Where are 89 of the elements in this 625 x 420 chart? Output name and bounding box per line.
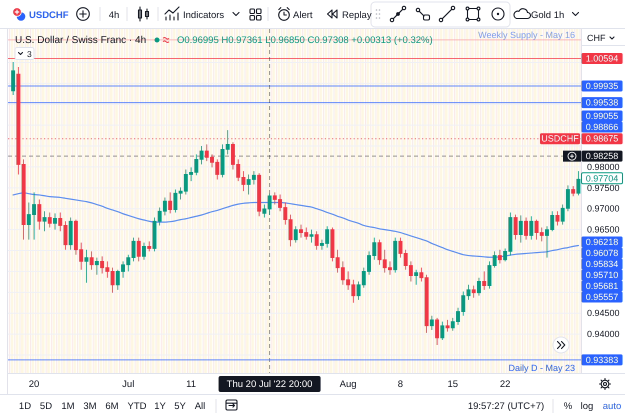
- text: 0.95681: [586, 281, 618, 291]
- candlestick: [142, 242, 146, 260]
- text: USDCHF: [29, 10, 69, 20]
- candlestick: [294, 226, 298, 243]
- text: 0.98866: [586, 122, 618, 132]
- candlestick: [53, 212, 57, 230]
- text: CHF: [587, 33, 606, 43]
- candlestick: [440, 321, 444, 340]
- ref-line-label: 0.93383: [586, 354, 618, 365]
- candlestick: [472, 285, 476, 298]
- candlestick: [529, 216, 534, 240]
- candlestick: [555, 210, 560, 226]
- ref-line-label: 0.98258: [586, 151, 618, 162]
- y-tick-label: 0.97500: [587, 182, 620, 193]
- text: 1Y: [154, 400, 166, 412]
- x-tick-label: 11: [186, 378, 196, 390]
- text: 19:57:27 (UTC+7): [468, 400, 544, 412]
- text: 3M: [83, 400, 97, 412]
- candlestick: [430, 315, 434, 330]
- x-tick-label: 20: [28, 378, 40, 390]
- x-tick-label: 22: [500, 378, 510, 390]
- candlestick: [257, 172, 262, 217]
- candlestick: [435, 317, 440, 346]
- candlestick: [414, 269, 418, 286]
- annotation: Daily D - May 23: [508, 362, 575, 373]
- text: 5D: [40, 400, 52, 412]
- annotation: Weekly Supply - May 16: [478, 30, 575, 40]
- text: 0.95834: [586, 259, 618, 269]
- text: O0.96995 H0.97361 L0.96850 C0.97308 +0.00313 (+0.32%): [177, 34, 433, 46]
- candlestick: [524, 217, 528, 240]
- candlestick: [147, 240, 152, 252]
- candlestick: [482, 271, 486, 290]
- text: 0.96218: [586, 237, 618, 247]
- candlestick: [48, 212, 52, 228]
- candlestick: [314, 230, 319, 250]
- text: 4h: [108, 10, 120, 20]
- candlestick: [514, 214, 518, 240]
- text: 1M: [61, 400, 75, 412]
- candlestick: [84, 249, 88, 284]
- annotation: USDCHF: [541, 134, 580, 144]
- text: %: [564, 400, 573, 412]
- y-tick-label: 0.94000: [587, 329, 620, 340]
- candlestick: [90, 250, 94, 270]
- candlestick: [476, 277, 481, 296]
- candlestick: [446, 320, 450, 332]
- y-tick-label: 0.97000: [587, 204, 620, 214]
- text: Alert: [293, 10, 313, 20]
- text: 1D: [18, 400, 32, 412]
- annotation: 3: [27, 49, 32, 59]
- line-series: [12, 192, 579, 258]
- x-tick-label: Aug: [340, 378, 357, 390]
- text: auto: [602, 400, 622, 412]
- text: 0.99055: [586, 111, 618, 121]
- candlestick: [136, 237, 141, 262]
- text: 0.96078: [586, 248, 618, 258]
- ref-line-label: 0.99935: [586, 81, 618, 92]
- text: 0.95710: [586, 270, 618, 280]
- candlestick: [68, 217, 73, 250]
- candlestick: [37, 199, 42, 230]
- text: U.S. Dollar / Swiss Franc · 4h: [15, 34, 146, 46]
- text: Gold 1h: [531, 10, 564, 20]
- y-tick-label: 0.98000: [587, 162, 620, 172]
- y-tick-label: 0.94500: [587, 308, 620, 318]
- ref-line-label: 0.98675: [586, 134, 618, 144]
- candlestick: [518, 215, 523, 243]
- x-tick-label: 8: [398, 378, 404, 390]
- text: log: [580, 400, 594, 412]
- x-tick-label: 15: [447, 378, 458, 390]
- candlestick: [393, 237, 398, 274]
- x-tick-label: Jul: [122, 378, 134, 390]
- candlestick: [309, 229, 314, 243]
- text: 0.95557: [586, 292, 618, 302]
- candlestick: [168, 192, 172, 214]
- y-tick-label: 0.96500: [587, 224, 620, 235]
- candlestick: [42, 210, 46, 232]
- text: YTD: [128, 400, 147, 412]
- x-tick-label: Thu 20 Jul '22 20:00: [226, 378, 312, 390]
- candlestick: [11, 62, 16, 96]
- ref-line-label: 1.00594: [586, 54, 618, 64]
- text: All: [194, 400, 206, 412]
- text: Indicators: [183, 10, 224, 20]
- text: 6M: [105, 400, 119, 412]
- text: 0.97704: [586, 173, 618, 184]
- candlestick: [94, 257, 99, 276]
- ref-line-label: 0.99538: [586, 98, 618, 108]
- candlestick: [571, 186, 576, 197]
- candlestick: [498, 249, 502, 264]
- text: 5Y: [174, 400, 186, 412]
- text: Replay: [342, 10, 372, 20]
